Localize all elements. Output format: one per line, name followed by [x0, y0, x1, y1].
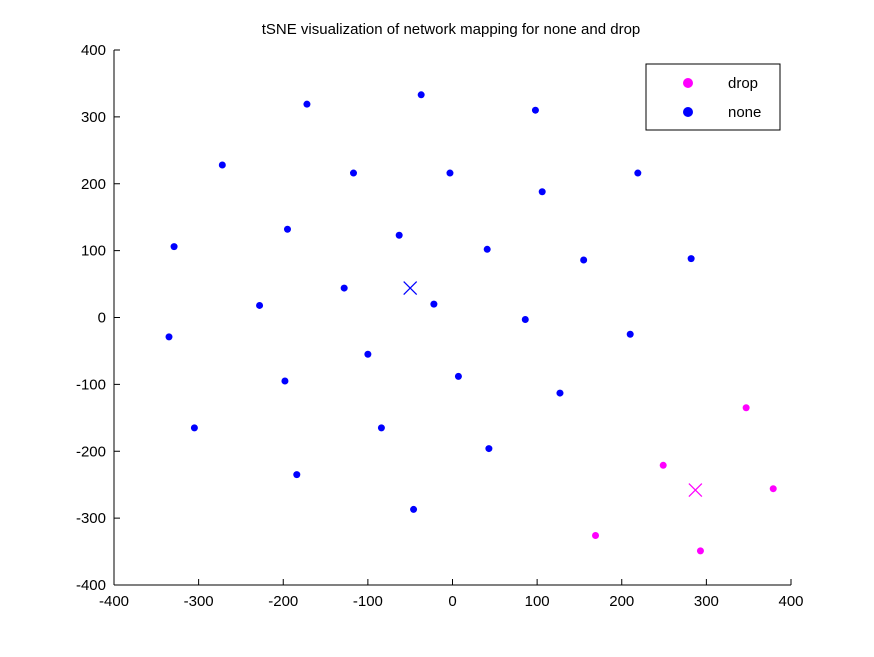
plot-area	[165, 91, 777, 555]
data-point-drop	[742, 404, 750, 412]
x-tick-label: -200	[268, 593, 298, 610]
y-tick-label: 300	[81, 109, 106, 126]
data-point-none	[430, 300, 438, 308]
x-tick-label: 0	[448, 593, 456, 610]
data-point-drop	[696, 547, 704, 555]
data-point-none	[190, 424, 198, 432]
data-point-none	[340, 284, 348, 292]
data-point-none	[303, 100, 311, 108]
data-point-none	[531, 106, 539, 114]
x-tick-label: -400	[99, 593, 129, 610]
data-point-drop	[592, 532, 600, 540]
legend-marker-drop	[683, 78, 693, 88]
data-point-none	[580, 256, 588, 264]
data-point-none	[521, 316, 529, 324]
data-point-none	[454, 372, 462, 380]
data-point-none	[165, 333, 173, 341]
y-tick-label: 0	[98, 310, 106, 327]
data-point-drop	[769, 485, 777, 493]
legend-label-drop: drop	[728, 75, 758, 92]
data-point-none	[634, 169, 642, 177]
y-tick-label: -300	[76, 510, 106, 527]
data-point-none	[410, 505, 418, 513]
data-point-none	[281, 377, 289, 385]
centroid-stroke	[688, 483, 703, 497]
centroid-marker-none	[403, 281, 418, 295]
y-tick-label: -100	[76, 376, 106, 393]
legend-label-none: none	[728, 104, 761, 121]
x-tick-label: 300	[694, 593, 719, 610]
y-tick-label: -400	[76, 577, 106, 594]
data-point-none	[538, 188, 546, 196]
centroid-marker-drop	[688, 483, 703, 497]
x-tick-label: -100	[353, 593, 383, 610]
data-point-none	[626, 330, 634, 338]
y-tick-label: 100	[81, 243, 106, 260]
y-tick-label: 400	[81, 42, 106, 59]
x-tick-label: 200	[609, 593, 634, 610]
data-point-none	[483, 245, 491, 253]
data-point-none	[485, 445, 493, 453]
data-point-none	[170, 243, 178, 251]
chart-title: tSNE visualization of network mapping fo…	[262, 21, 641, 38]
data-point-none	[687, 255, 695, 263]
y-tick-label: -200	[76, 443, 106, 460]
data-point-none	[377, 424, 385, 432]
data-point-none	[556, 389, 564, 397]
legend-marker-none	[683, 107, 693, 117]
y-tick-label: 200	[81, 176, 106, 193]
data-point-none	[283, 225, 291, 233]
legend: drop none	[645, 63, 781, 131]
axes: -400 -300 -200 -100 0 100 200 300 400 -400 -300 -20…	[76, 42, 804, 610]
data-point-none	[446, 169, 454, 177]
data-point-none	[395, 231, 403, 239]
data-point-none	[218, 161, 226, 169]
data-point-none	[417, 91, 425, 99]
legend-box	[645, 63, 781, 131]
data-point-none	[349, 169, 357, 177]
data-point-none	[364, 350, 372, 358]
data-point-none	[256, 301, 264, 309]
data-point-drop	[659, 461, 667, 469]
centroid-stroke	[403, 281, 418, 295]
x-tick-label: 400	[778, 593, 803, 610]
data-point-none	[293, 471, 301, 479]
x-tick-label: 100	[525, 593, 550, 610]
x-tick-label: -300	[184, 593, 214, 610]
